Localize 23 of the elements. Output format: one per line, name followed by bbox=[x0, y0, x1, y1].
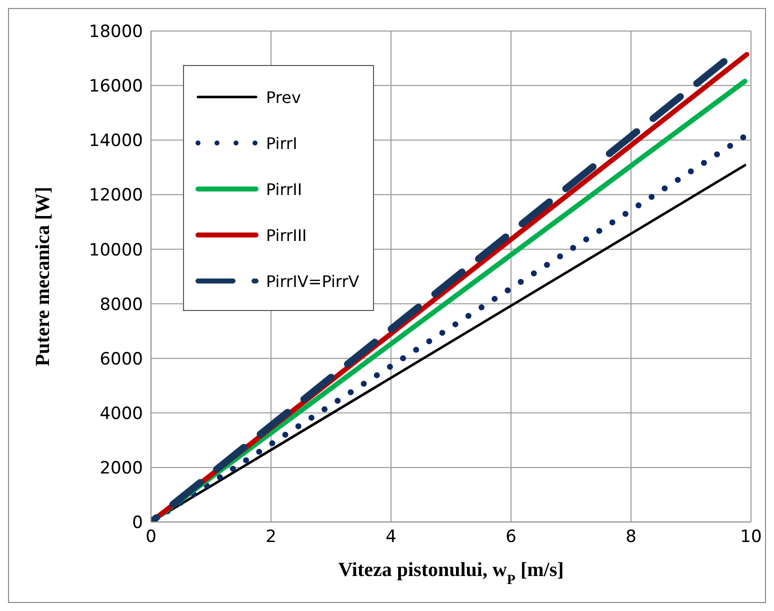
x-axis-title: Viteza pistonului, w$_{P}$ [m/s] bbox=[338, 559, 564, 588]
y-tick-label: 8000 bbox=[100, 294, 143, 315]
x-tick-label: 8 bbox=[626, 527, 636, 548]
legend-label: PirrII bbox=[266, 180, 302, 198]
y-tick-label: 4000 bbox=[100, 404, 143, 424]
y-tick-label: 0 bbox=[132, 513, 143, 534]
x-tick-label: 6 bbox=[506, 527, 516, 548]
y-tick-label: 10000 bbox=[88, 240, 143, 260]
y-tick-label: 6000 bbox=[100, 349, 143, 370]
x-tick-label: 0 bbox=[146, 527, 156, 548]
x-tick-label: 4 bbox=[386, 527, 396, 548]
x-tick-label: 10 bbox=[740, 527, 762, 548]
y-tick-label: 18000 bbox=[88, 22, 143, 42]
y-axis-title: Putere mecanica [W] bbox=[32, 186, 54, 366]
legend-label: PirrIV=PirrV bbox=[266, 272, 360, 290]
y-tick-label: 12000 bbox=[88, 186, 143, 206]
x-tick-label: 2 bbox=[266, 527, 276, 548]
y-tick-label: 2000 bbox=[100, 458, 143, 478]
legend-label: Prev bbox=[266, 88, 301, 106]
legend-label: PirrI bbox=[266, 134, 298, 152]
legend-label: PirrIII bbox=[266, 226, 307, 244]
y-tick-label: 14000 bbox=[88, 131, 143, 152]
y-tick-label: 16000 bbox=[88, 76, 143, 97]
